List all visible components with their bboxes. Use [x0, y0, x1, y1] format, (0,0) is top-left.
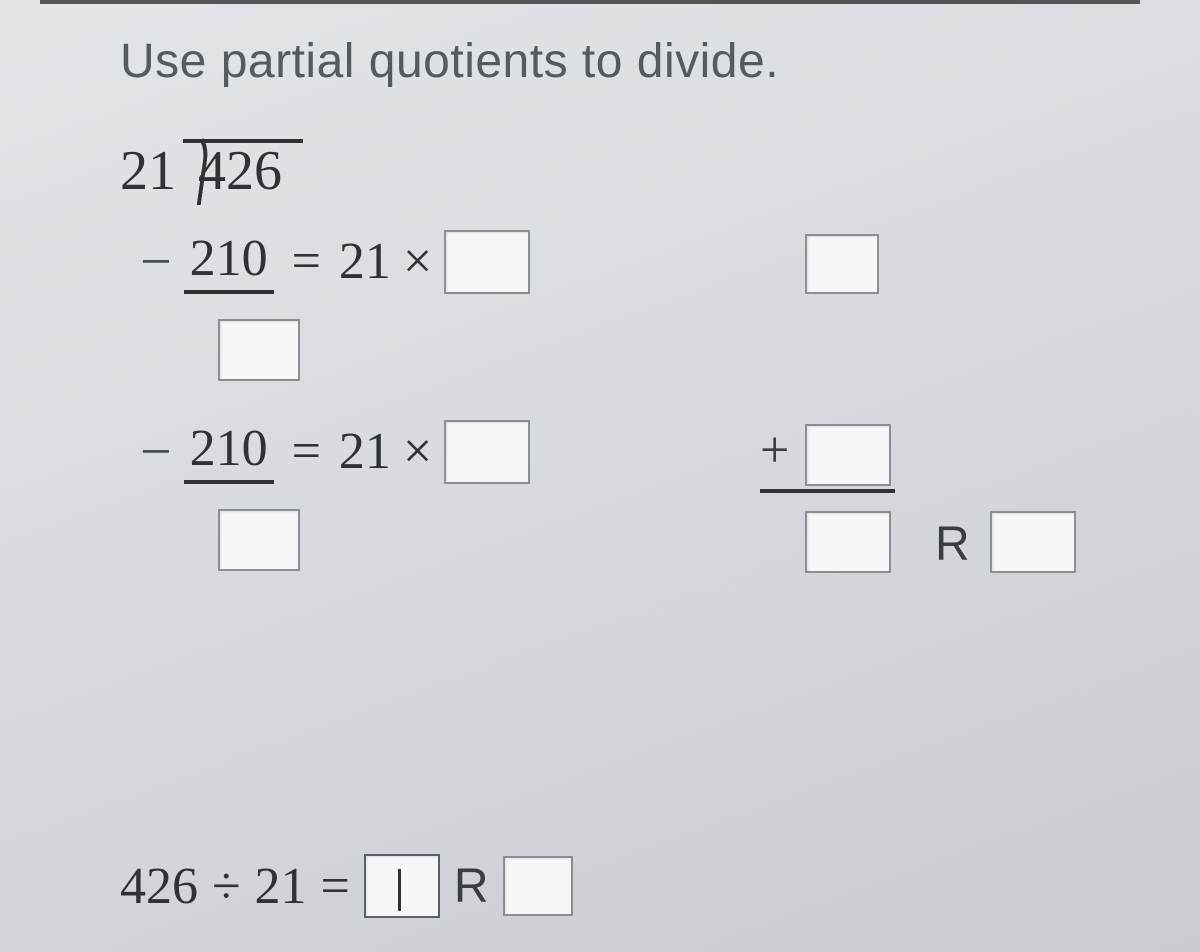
plus-sign: +	[760, 421, 789, 480]
text-cursor-icon	[398, 869, 401, 911]
final-equals: =	[321, 857, 350, 916]
final-quotient-input[interactable]	[364, 854, 440, 918]
partial-quotient-1-input[interactable]	[805, 234, 879, 294]
final-remainder-label: R	[454, 859, 489, 914]
step2-subtrahend: 210	[184, 419, 274, 484]
remainder-label: R	[935, 517, 970, 572]
step2-times: ×	[403, 422, 432, 481]
final-divisor: 21	[255, 857, 307, 916]
step2-factor1: 21	[339, 422, 391, 481]
step2-row: − 210 = 21 ×	[140, 419, 530, 484]
step2-equals: =	[292, 422, 321, 481]
remainder-input[interactable]	[990, 511, 1076, 573]
step1-equals: =	[292, 232, 321, 291]
step2-minus: −	[140, 420, 172, 484]
step2-multiplier-input[interactable]	[444, 420, 530, 484]
partial-quotient-2-input[interactable]	[805, 424, 891, 486]
step1-minus: −	[140, 230, 172, 294]
final-dividend: 426	[120, 857, 198, 916]
step1-row: − 210 = 21 ×	[140, 229, 530, 294]
step1-factor1: 21	[339, 232, 391, 291]
quotient-sum-input[interactable]	[805, 511, 891, 573]
worksheet-page: Use partial quotients to divide. 21 426 …	[40, 0, 1140, 869]
math-work-area: 21 426 − 210 = 21 × − 210 = 21 × +	[120, 119, 1140, 869]
intermediate-remainder-1-input[interactable]	[218, 319, 300, 381]
step1-multiplier-input[interactable]	[444, 230, 530, 294]
final-remainder-input[interactable]	[503, 856, 573, 916]
intermediate-remainder-2-input[interactable]	[218, 509, 300, 571]
instruction-text: Use partial quotients to divide.	[120, 34, 1140, 89]
step1-subtrahend: 210	[184, 229, 274, 294]
final-divide-sign: ÷	[212, 857, 241, 916]
step1-times: ×	[403, 232, 432, 291]
final-equation: 426 ÷ 21 = R	[120, 854, 573, 918]
dividend-value: 426	[198, 139, 282, 203]
partial-quotient-sum-line	[760, 489, 895, 493]
